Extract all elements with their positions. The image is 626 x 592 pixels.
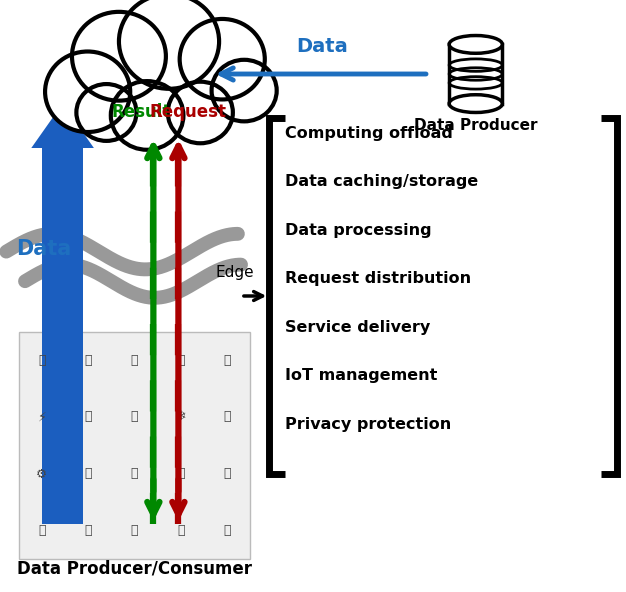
Text: ⚡: ⚡ — [38, 410, 46, 423]
Text: 📦: 📦 — [223, 468, 231, 481]
FancyBboxPatch shape — [19, 332, 250, 559]
Text: 🍃: 🍃 — [177, 525, 185, 538]
Text: 💿: 💿 — [131, 525, 138, 538]
Text: Computing offload: Computing offload — [285, 126, 453, 141]
Text: IoT management: IoT management — [285, 368, 437, 384]
Polygon shape — [31, 104, 94, 148]
Text: 💬: 💬 — [223, 410, 231, 423]
Text: Data Producer/Consumer: Data Producer/Consumer — [17, 559, 252, 577]
Ellipse shape — [449, 36, 502, 53]
Text: 🏠: 🏠 — [85, 468, 92, 481]
Text: Request distribution: Request distribution — [285, 271, 471, 287]
Text: Edge: Edge — [216, 265, 255, 280]
Circle shape — [180, 19, 265, 99]
Text: 📷: 📷 — [131, 468, 138, 481]
Polygon shape — [43, 148, 83, 524]
Text: Result: Result — [111, 104, 170, 121]
Circle shape — [212, 60, 277, 121]
Text: Privacy protection: Privacy protection — [285, 417, 451, 432]
Text: 👁: 👁 — [85, 525, 92, 538]
Text: Data Producer: Data Producer — [414, 118, 538, 133]
Text: 💨: 💨 — [131, 410, 138, 423]
Text: Data processing: Data processing — [285, 223, 431, 238]
Text: Service delivery: Service delivery — [285, 320, 430, 335]
Text: Data: Data — [16, 239, 71, 259]
Text: 💡: 💡 — [38, 353, 46, 366]
Text: Data: Data — [297, 37, 348, 56]
Text: Data caching/storage: Data caching/storage — [285, 174, 478, 189]
Text: 🖥: 🖥 — [177, 468, 185, 481]
Text: 🔌: 🔌 — [223, 525, 231, 538]
Text: ❄: ❄ — [176, 410, 186, 423]
Text: 🔑: 🔑 — [223, 353, 231, 366]
Ellipse shape — [449, 95, 502, 112]
Text: 📡: 📡 — [85, 410, 92, 423]
Text: 🔒: 🔒 — [38, 525, 46, 538]
Text: Request: Request — [149, 104, 227, 121]
Text: 🌡: 🌡 — [131, 353, 138, 366]
Text: ⚙: ⚙ — [36, 468, 48, 481]
Circle shape — [168, 82, 233, 143]
Circle shape — [45, 52, 130, 132]
Circle shape — [119, 0, 219, 89]
Text: 🧭: 🧭 — [177, 353, 185, 366]
Circle shape — [111, 81, 183, 150]
Circle shape — [72, 12, 166, 101]
Polygon shape — [449, 44, 502, 104]
Text: 💧: 💧 — [85, 353, 92, 366]
Circle shape — [76, 84, 136, 141]
